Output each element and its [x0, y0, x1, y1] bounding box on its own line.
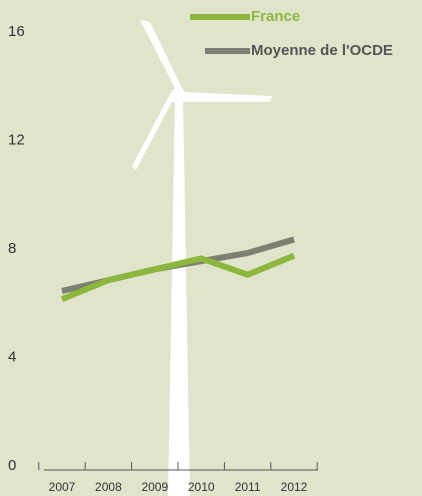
y-tick-label: 8 [8, 240, 16, 257]
x-tick-label: 2008 [95, 480, 122, 494]
x-tick-label: 2009 [141, 480, 168, 494]
y-tick-label: 16 [8, 23, 25, 40]
x-tick-label: 2012 [281, 480, 308, 494]
turbine-blade [132, 94, 174, 170]
turbine-hub [170, 88, 186, 104]
y-tick-label: 0 [8, 457, 16, 474]
y-tick-label: 4 [8, 348, 16, 365]
turbine-tower [168, 98, 190, 496]
x-tick-label: 2007 [49, 480, 76, 494]
data-line [60, 252, 296, 302]
turbine-blade [182, 92, 272, 102]
legend-label: Moyenne de l'OCDE [251, 42, 393, 59]
turbine-blade [140, 20, 184, 92]
x-tick-label: 2010 [188, 480, 215, 494]
y-tick-label: 12 [8, 131, 25, 148]
legend-label: France [251, 8, 300, 25]
x-tick-label: 2011 [235, 480, 261, 494]
turbine-illustration [132, 20, 272, 496]
